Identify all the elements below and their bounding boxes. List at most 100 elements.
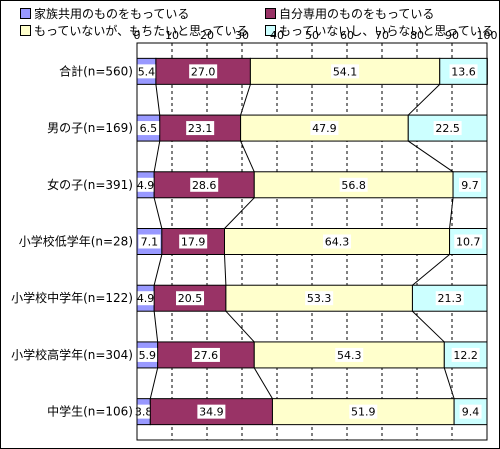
- data-label: 22.5: [435, 122, 460, 135]
- data-label: 27.6: [194, 349, 219, 362]
- series-connector-line: [155, 84, 161, 116]
- data-label: 5.9: [139, 349, 157, 362]
- data-label-background: [323, 234, 352, 249]
- legend-swatch-not-needed: [265, 25, 276, 36]
- data-label-background: [135, 64, 158, 79]
- data-label: 9.4: [462, 406, 480, 419]
- series-connector-line: [149, 367, 159, 399]
- data-label-background: [186, 121, 215, 136]
- data-label: 6.5: [140, 122, 158, 135]
- data-label-background: [191, 347, 220, 362]
- data-label: 3.8: [135, 406, 153, 419]
- data-label-background: [197, 404, 226, 419]
- data-label-background: [331, 64, 360, 79]
- legend-label-own: 自分専用のものをもっている: [279, 7, 435, 21]
- legend-label-want: もっていないが、もちたいと思っている: [34, 24, 249, 38]
- legend-swatch-family-shared: [20, 8, 31, 19]
- x-tick-label: 80: [410, 29, 424, 42]
- data-label: 28.6: [192, 179, 217, 192]
- legend-label-family-shared: 家族共用のものをもっている: [34, 7, 190, 21]
- data-label-background: [134, 177, 157, 192]
- data-label: 23.1: [188, 122, 213, 135]
- legend-swatch-own: [265, 8, 276, 19]
- series-connector-line: [407, 83, 441, 116]
- data-label-background: [435, 291, 464, 306]
- series-connector-line: [240, 140, 255, 172]
- data-label: 4.9: [137, 292, 155, 305]
- data-label-background: [305, 291, 334, 306]
- data-label-background: [451, 347, 480, 362]
- legend-swatch-want: [20, 25, 31, 36]
- legend-item-want: もっていないが、もちたいと思っている: [20, 24, 249, 38]
- data-label: 4.9: [137, 179, 155, 192]
- legend-item-not-needed: もっていないし、いらないと思っている: [265, 24, 494, 38]
- series-connector-line: [225, 310, 255, 343]
- series-connector-line: [412, 310, 445, 343]
- plot-border: [136, 42, 488, 441]
- series-connector-line: [407, 140, 454, 173]
- category-label: 男の子(n=169): [47, 121, 133, 135]
- data-label-background: [132, 404, 155, 419]
- data-label-background: [449, 64, 478, 79]
- data-label: 27.0: [191, 65, 216, 78]
- data-label: 17.9: [181, 236, 206, 249]
- category-label: 小学校高学年(n=304): [11, 347, 133, 362]
- series-connector-line: [224, 254, 227, 286]
- data-label-background: [136, 347, 159, 362]
- data-label: 56.8: [341, 179, 366, 192]
- data-label: 53.3: [307, 292, 332, 305]
- data-label: 54.3: [337, 349, 362, 362]
- bar-segment: [407, 114, 488, 142]
- legend-label-not-needed: もっていないし、いらないと思っている: [279, 24, 494, 38]
- series-connector-line: [153, 197, 163, 229]
- category-label: 中学生(n=106): [47, 404, 133, 419]
- x-tick-label: 50: [305, 29, 319, 42]
- data-label-background: [137, 121, 160, 136]
- legend-item-family-shared: 家族共用のものをもっている: [20, 7, 189, 21]
- x-tick-label: 60: [340, 29, 354, 42]
- data-label: 7.1: [141, 236, 159, 249]
- category-label: 女の子(n=391): [47, 177, 133, 192]
- data-label: 13.6: [451, 65, 476, 78]
- series-connector-line: [153, 140, 161, 172]
- data-label: 21.3: [437, 292, 462, 305]
- data-label: 51.9: [351, 406, 376, 419]
- series-connector-line: [153, 254, 163, 286]
- data-label: 12.2: [453, 349, 478, 362]
- category-label: 小学校低学年(n=28): [19, 234, 133, 249]
- data-label-background: [433, 121, 462, 136]
- data-label: 64.3: [325, 236, 350, 249]
- x-tick-label: 30: [235, 29, 249, 42]
- data-label-background: [339, 177, 368, 192]
- x-tick-label: 40: [270, 29, 284, 42]
- data-label: 20.5: [178, 292, 203, 305]
- data-label: 5.4: [138, 65, 156, 78]
- series-connector-line: [224, 197, 255, 229]
- x-tick-label: 90: [445, 29, 459, 42]
- data-label-background: [176, 291, 205, 306]
- data-label-background: [190, 177, 219, 192]
- data-label-background: [459, 404, 482, 419]
- x-tick-label: 70: [375, 29, 389, 42]
- data-label: 47.9: [312, 122, 337, 135]
- x-tick-label: 10: [165, 29, 179, 42]
- data-label-background: [459, 177, 482, 192]
- series-connector-line: [449, 197, 454, 229]
- data-label: 34.9: [199, 406, 224, 419]
- data-label-background: [454, 234, 483, 249]
- data-label-background: [189, 64, 218, 79]
- x-tick-label: 20: [200, 29, 214, 42]
- data-label: 9.7: [461, 179, 479, 192]
- data-label-background: [335, 347, 364, 362]
- data-label-background: [179, 234, 208, 249]
- data-label-background: [134, 291, 157, 306]
- x-tick-label: 0: [134, 29, 141, 42]
- data-label: 10.7: [456, 236, 481, 249]
- series-connector-line: [253, 367, 273, 399]
- series-connector-line: [443, 367, 455, 399]
- x-tick-label: 100: [477, 29, 498, 42]
- series-connector-line: [412, 254, 450, 286]
- category-label: 小学校中学年(n=122): [11, 290, 133, 305]
- series-connector-line: [240, 84, 251, 116]
